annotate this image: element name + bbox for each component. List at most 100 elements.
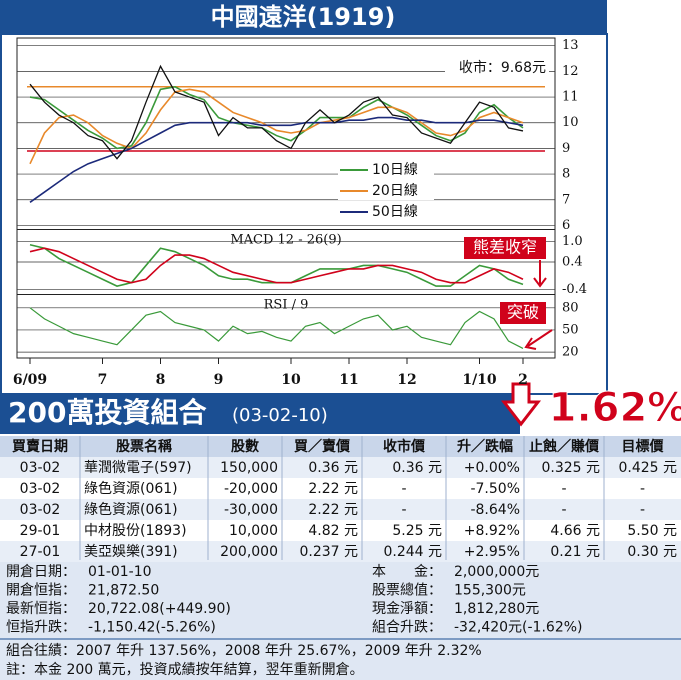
- table-cell: 綠色資源(061): [84, 501, 178, 518]
- table-cell: -20,000: [224, 481, 278, 497]
- legend-bg: [338, 203, 434, 221]
- summary-value: 01-01-10: [88, 564, 152, 580]
- table-cell: 0.36 元: [392, 460, 442, 476]
- header-bar: [0, 0, 607, 34]
- summary-note: 註：本金 200 萬元，投資成績按年結算，翌年重新開倉。: [6, 662, 364, 678]
- table-header: 股票名稱: [116, 438, 172, 455]
- table-row-bg: [0, 457, 681, 478]
- annotation-bg: [445, 58, 549, 78]
- y-tick-label: -0.4: [562, 282, 587, 297]
- portfolio-date: (03-02-10): [232, 405, 328, 426]
- summary-value: -1,150.42(-5.26%): [88, 620, 216, 636]
- table-cell: +2.95%: [464, 544, 520, 560]
- x-tick-label: 9: [214, 372, 224, 388]
- table-cell: 4.66 元: [550, 523, 600, 539]
- x-tick-label: 12: [397, 372, 416, 388]
- table-cell: +8.92%: [464, 523, 520, 539]
- table-header: 股數: [231, 438, 259, 455]
- annotation: 熊差收窄: [473, 238, 537, 257]
- series-line: [29, 88, 524, 165]
- y-tick-label: 20: [562, 345, 579, 360]
- annotation: 收市：9.68元: [459, 59, 546, 76]
- legend-bg: [338, 161, 434, 179]
- annotation-box: [500, 302, 546, 324]
- table-header: 止蝕／賺價: [529, 438, 600, 455]
- summary-label: 恒指升跌：: [6, 620, 76, 636]
- summary-label: 本 金：: [372, 564, 442, 580]
- annotation-box: [464, 237, 546, 259]
- y-tick-label: 6: [562, 218, 570, 233]
- series-line: [29, 116, 524, 203]
- summary-label: 現金淨額：: [372, 601, 442, 617]
- legend-label: 50日線: [372, 204, 418, 220]
- x-tick-label: 6/09: [13, 372, 47, 388]
- table-cell: -: [640, 502, 645, 518]
- table-cell: 03-02: [20, 502, 61, 518]
- table-cell: 中材股份(1893): [84, 523, 187, 539]
- summary-label: 股票總值：: [372, 582, 442, 599]
- table-cell: 0.36 元: [308, 460, 358, 476]
- table-cell: 4.82 元: [308, 523, 358, 539]
- legend-label: 20日線: [372, 183, 418, 199]
- table-row-bg: [0, 499, 681, 520]
- summary-value: 20,722.08(+449.90): [88, 601, 231, 617]
- table-cell: 03-02: [20, 481, 61, 497]
- summary-value: 155,300元: [454, 583, 526, 599]
- table-cell: 150,000: [220, 460, 278, 476]
- summary-bg: [0, 560, 681, 680]
- title: 中國遠洋(1919): [211, 3, 396, 31]
- y-tick-label: 9: [562, 141, 570, 156]
- x-tick-label: 7: [98, 372, 108, 388]
- table-cell: 10,000: [229, 523, 278, 539]
- summary-value: 1,812,280元: [454, 601, 539, 617]
- table-cell: -: [640, 481, 645, 497]
- y-tick-label: 7: [562, 192, 570, 207]
- annotation-arrow: [524, 329, 553, 350]
- table-cell: -: [401, 481, 406, 497]
- table-cell: 29-01: [20, 523, 61, 539]
- x-tick-label: 1/10: [462, 372, 497, 388]
- table-cell: 0.325 元: [541, 460, 600, 476]
- table-cell: 華潤微電子(597): [84, 460, 192, 476]
- table-cell: 0.237 元: [299, 544, 358, 560]
- table-cell: 0.244 元: [383, 544, 442, 560]
- summary-value: 21,872.50: [88, 583, 159, 599]
- y-tick-label: 10: [562, 115, 579, 130]
- rsi-line: [29, 307, 524, 349]
- annotation-arrow: [533, 260, 547, 288]
- plot-frame: [16, 37, 556, 359]
- annotation: 突破: [507, 303, 539, 322]
- table-cell: +0.00%: [464, 460, 520, 476]
- table-row-bg: [0, 541, 681, 562]
- table-cell: 2.22 元: [308, 502, 358, 518]
- summary-note: 組合往績：2007 年升 137.56%，2008 年升 25.67%，2009…: [6, 643, 482, 659]
- panel-title: RSI / 9: [264, 298, 309, 313]
- table-header: 升／跌幅: [457, 438, 513, 455]
- y-tick-label: 50: [562, 322, 579, 337]
- y-tick-label: 1.0: [562, 234, 583, 249]
- table-cell: 2.22 元: [308, 481, 358, 497]
- y-tick-label: 12: [562, 64, 579, 79]
- summary-label: 組合升跌：: [372, 620, 442, 636]
- table-cell: -7.50%: [470, 481, 520, 497]
- summary-label: 最新恒指：: [6, 601, 76, 617]
- table-row-bg: [0, 478, 681, 499]
- panel-title: MACD 12 - 26(9): [230, 233, 341, 248]
- summary-value: 2,000,000元: [454, 564, 539, 580]
- x-tick-label: 10: [281, 372, 301, 388]
- series-line: [29, 85, 524, 150]
- x-tick-label: 8: [156, 372, 166, 388]
- x-tick-label: 11: [339, 372, 358, 388]
- table-cell: 0.425 元: [618, 460, 677, 476]
- price-line: [29, 64, 524, 160]
- series-line: [29, 247, 524, 284]
- summary-label: 開倉恒指：: [6, 583, 76, 599]
- table-cell: -: [561, 481, 566, 497]
- table-header: 買賣日期: [12, 438, 68, 455]
- legend-label: 10日線: [372, 162, 418, 178]
- table-cell: 美亞娛樂(391): [84, 543, 178, 560]
- legend-bg: [338, 182, 434, 200]
- table-cell: 27-01: [20, 544, 61, 560]
- table-cell: 5.50 元: [627, 523, 677, 539]
- y-tick-label: 80: [562, 300, 579, 315]
